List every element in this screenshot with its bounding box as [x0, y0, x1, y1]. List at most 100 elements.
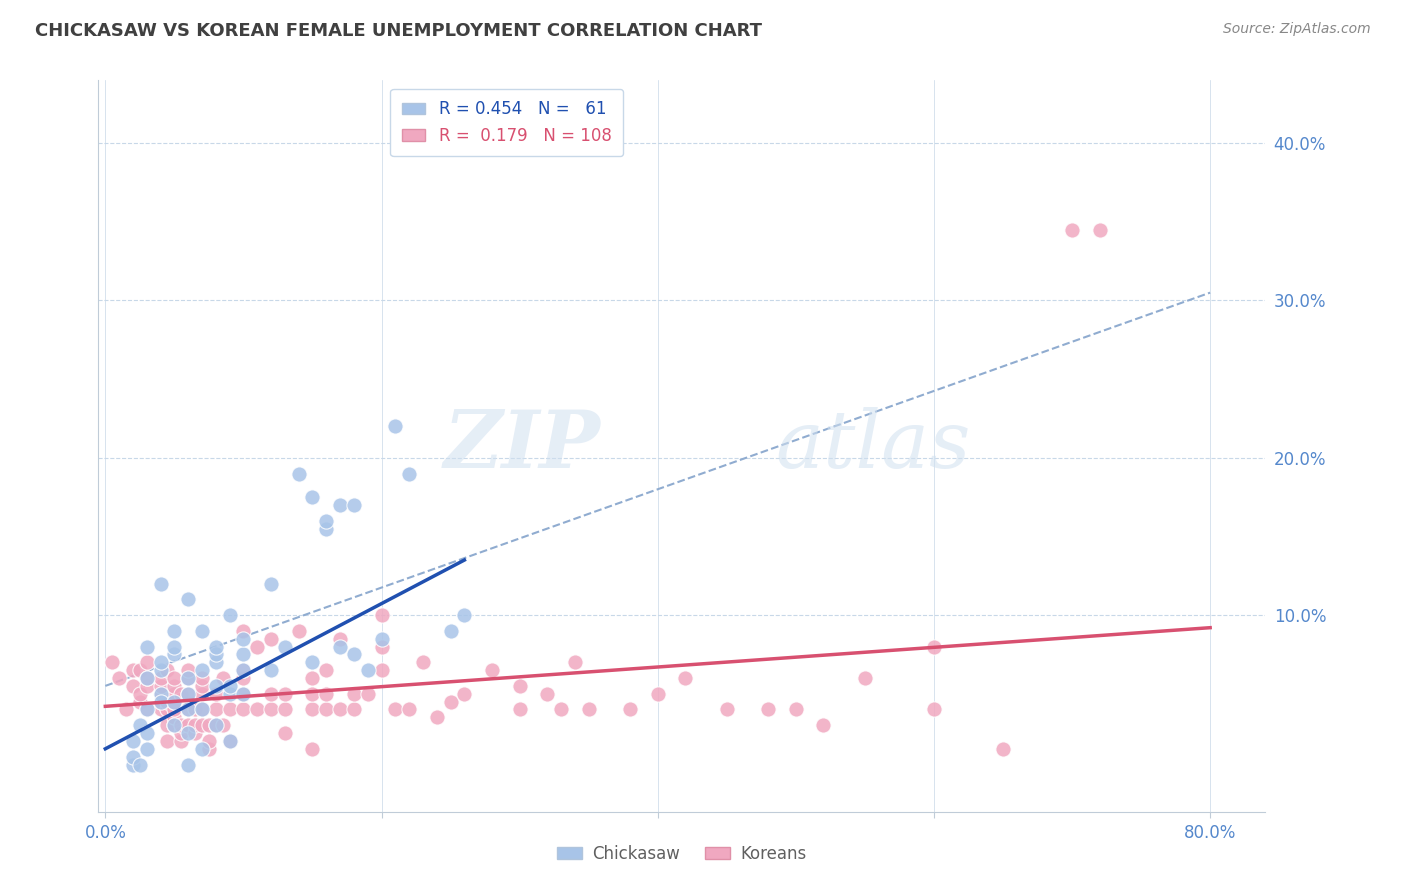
Point — [149, 655, 172, 669]
Point — [246, 702, 269, 716]
Point — [204, 718, 226, 732]
Point — [301, 655, 323, 669]
Point — [274, 702, 297, 716]
Point — [343, 498, 366, 512]
Point — [128, 687, 150, 701]
Point — [218, 687, 240, 701]
Point — [149, 687, 172, 701]
Point — [426, 710, 449, 724]
Point — [260, 632, 283, 646]
Point — [343, 648, 366, 662]
Point — [156, 718, 179, 732]
Point — [177, 671, 200, 685]
Point — [246, 640, 269, 654]
Point — [177, 702, 200, 716]
Point — [163, 718, 186, 732]
Point — [204, 718, 226, 732]
Point — [135, 702, 157, 716]
Point — [218, 734, 240, 748]
Point — [135, 671, 157, 685]
Point — [756, 702, 779, 716]
Point — [163, 710, 186, 724]
Point — [536, 687, 558, 701]
Point — [398, 467, 420, 481]
Point — [204, 687, 226, 701]
Point — [149, 663, 172, 677]
Point — [301, 702, 323, 716]
Point — [198, 734, 221, 748]
Point — [357, 687, 380, 701]
Point — [101, 655, 124, 669]
Point — [260, 576, 283, 591]
Point — [149, 679, 172, 693]
Point — [163, 640, 186, 654]
Point — [384, 702, 406, 716]
Point — [191, 687, 214, 701]
Point — [315, 663, 337, 677]
Point — [177, 663, 200, 677]
Point — [108, 671, 131, 685]
Point — [647, 687, 669, 701]
Point — [204, 702, 226, 716]
Point — [135, 741, 157, 756]
Point — [156, 734, 179, 748]
Point — [163, 679, 186, 693]
Point — [232, 624, 254, 638]
Point — [370, 608, 392, 623]
Point — [853, 671, 876, 685]
Point — [260, 702, 283, 716]
Point — [370, 632, 392, 646]
Point — [163, 695, 186, 709]
Point — [163, 624, 186, 638]
Point — [922, 640, 945, 654]
Point — [177, 726, 200, 740]
Point — [204, 640, 226, 654]
Point — [198, 741, 221, 756]
Point — [550, 702, 572, 716]
Point — [204, 648, 226, 662]
Point — [128, 663, 150, 677]
Point — [232, 648, 254, 662]
Point — [329, 632, 352, 646]
Point — [453, 687, 475, 701]
Point — [128, 757, 150, 772]
Point — [122, 663, 145, 677]
Point — [384, 419, 406, 434]
Point — [191, 663, 214, 677]
Point — [218, 679, 240, 693]
Point — [149, 576, 172, 591]
Point — [453, 608, 475, 623]
Point — [439, 695, 461, 709]
Point — [163, 687, 186, 701]
Point — [177, 592, 200, 607]
Point — [315, 522, 337, 536]
Point — [177, 671, 200, 685]
Point — [301, 687, 323, 701]
Point — [191, 671, 214, 685]
Point — [163, 702, 186, 716]
Point — [329, 702, 352, 716]
Point — [191, 718, 214, 732]
Text: CHICKASAW VS KOREAN FEMALE UNEMPLOYMENT CORRELATION CHART: CHICKASAW VS KOREAN FEMALE UNEMPLOYMENT … — [35, 22, 762, 40]
Point — [218, 734, 240, 748]
Point — [163, 671, 186, 685]
Point — [315, 702, 337, 716]
Point — [1088, 223, 1111, 237]
Point — [163, 648, 186, 662]
Point — [170, 718, 193, 732]
Point — [315, 687, 337, 701]
Point — [1060, 223, 1083, 237]
Point — [232, 663, 254, 677]
Point — [232, 687, 254, 701]
Point — [315, 514, 337, 528]
Point — [343, 687, 366, 701]
Point — [170, 726, 193, 740]
Point — [115, 702, 138, 716]
Point — [191, 702, 214, 716]
Point — [370, 663, 392, 677]
Point — [260, 663, 283, 677]
Point — [813, 718, 835, 732]
Point — [260, 687, 283, 701]
Point — [156, 663, 179, 677]
Text: atlas: atlas — [775, 408, 970, 484]
